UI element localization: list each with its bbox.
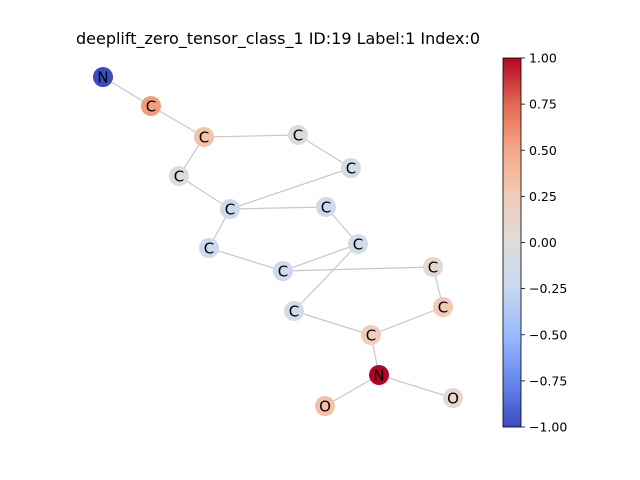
node-marker bbox=[169, 166, 189, 186]
colorbar-tick-label: 0.25 bbox=[529, 189, 557, 204]
graph-edge bbox=[178, 175, 231, 210]
node-marker bbox=[341, 158, 361, 178]
colorbar-tick-label: 0.75 bbox=[529, 97, 557, 112]
node-marker bbox=[141, 96, 161, 116]
node-marker bbox=[288, 125, 308, 145]
node-label: C bbox=[204, 240, 214, 258]
colorbar-tick-label: −0.25 bbox=[529, 281, 567, 296]
node-marker bbox=[194, 127, 214, 147]
colorbar-tick-label: −0.50 bbox=[529, 327, 567, 342]
graph-node: C bbox=[316, 197, 336, 217]
node-label: C bbox=[438, 299, 448, 317]
graph-edge bbox=[229, 167, 352, 210]
colorbar-tick-label: −0.75 bbox=[529, 373, 567, 388]
node-marker bbox=[93, 67, 113, 87]
node-marker bbox=[348, 234, 368, 254]
graph-edge bbox=[203, 134, 299, 138]
node-label: O bbox=[319, 398, 331, 416]
graph-edge bbox=[150, 105, 205, 138]
node-label: C bbox=[146, 98, 156, 116]
colorbar-tick-label: −1.00 bbox=[529, 420, 567, 435]
node-marker bbox=[273, 261, 293, 281]
graph-node: C bbox=[433, 297, 453, 317]
colorbar: 1.00 0.75 0.50 0.25 0.00 −0.25 −0.50 −0.75 −1.00 bbox=[502, 51, 567, 435]
graph-node: C bbox=[284, 301, 304, 321]
graph-node: C bbox=[194, 127, 214, 147]
graph-edge bbox=[229, 206, 327, 210]
colorbar-tick-label: 0.00 bbox=[529, 235, 557, 250]
graph-edge bbox=[370, 306, 444, 336]
graph-node: C bbox=[348, 234, 368, 254]
graph-node: C bbox=[199, 238, 219, 258]
node-label: C bbox=[366, 327, 376, 345]
node-label: N bbox=[373, 367, 384, 385]
node-label: C bbox=[428, 259, 438, 277]
node-label: C bbox=[289, 303, 299, 321]
graph-node: C bbox=[169, 166, 189, 186]
node-marker bbox=[315, 396, 335, 416]
graph-node: O bbox=[443, 388, 463, 408]
graph-node: C bbox=[141, 96, 161, 116]
graph-edge bbox=[293, 310, 372, 336]
node-marker bbox=[220, 199, 240, 219]
graph-edges bbox=[102, 76, 454, 407]
node-label: C bbox=[174, 168, 184, 186]
node-label: C bbox=[225, 201, 235, 219]
node-marker bbox=[361, 325, 381, 345]
colorbar-tick-label: 1.00 bbox=[529, 51, 557, 66]
node-marker bbox=[433, 297, 453, 317]
graph-edge bbox=[324, 374, 380, 407]
graph-node: C bbox=[288, 125, 308, 145]
node-label: N bbox=[97, 69, 108, 87]
node-label: C bbox=[278, 263, 288, 281]
node-label: C bbox=[293, 127, 303, 145]
graph-node: C bbox=[273, 261, 293, 281]
graph-edge bbox=[297, 134, 352, 169]
graph-edge bbox=[282, 243, 359, 272]
graph-node: N bbox=[369, 365, 389, 385]
node-marker bbox=[423, 257, 443, 277]
graph-node: C bbox=[220, 199, 240, 219]
node-marker bbox=[199, 238, 219, 258]
figure-title: deeplift_zero_tensor_class_1 ID:19 Label… bbox=[76, 29, 480, 49]
node-label: C bbox=[321, 199, 331, 217]
node-marker bbox=[369, 365, 389, 385]
colorbar-ticks: 1.00 0.75 0.50 0.25 0.00 −0.25 −0.50 −0.75 −1.00 bbox=[521, 51, 567, 435]
graph-node: O bbox=[315, 396, 335, 416]
node-marker bbox=[316, 197, 336, 217]
node-label: C bbox=[199, 129, 209, 147]
graph-edge bbox=[293, 243, 359, 312]
graph-nodes: N C C C C C C C C C C C C C C N O O bbox=[93, 67, 463, 416]
node-marker bbox=[443, 388, 463, 408]
node-label: O bbox=[447, 390, 459, 408]
node-marker bbox=[284, 301, 304, 321]
graph-node: C bbox=[361, 325, 381, 345]
graph-edge bbox=[208, 247, 284, 272]
graph-node: N bbox=[93, 67, 113, 87]
graph-node: C bbox=[423, 257, 443, 277]
graph-edge bbox=[282, 266, 434, 272]
colorbar-tick-label: 0.50 bbox=[529, 143, 557, 158]
node-label: C bbox=[353, 236, 363, 254]
node-label: C bbox=[346, 160, 356, 178]
colorbar-gradient bbox=[502, 57, 522, 428]
graph-edge bbox=[378, 374, 454, 399]
graph-node: C bbox=[341, 158, 361, 178]
